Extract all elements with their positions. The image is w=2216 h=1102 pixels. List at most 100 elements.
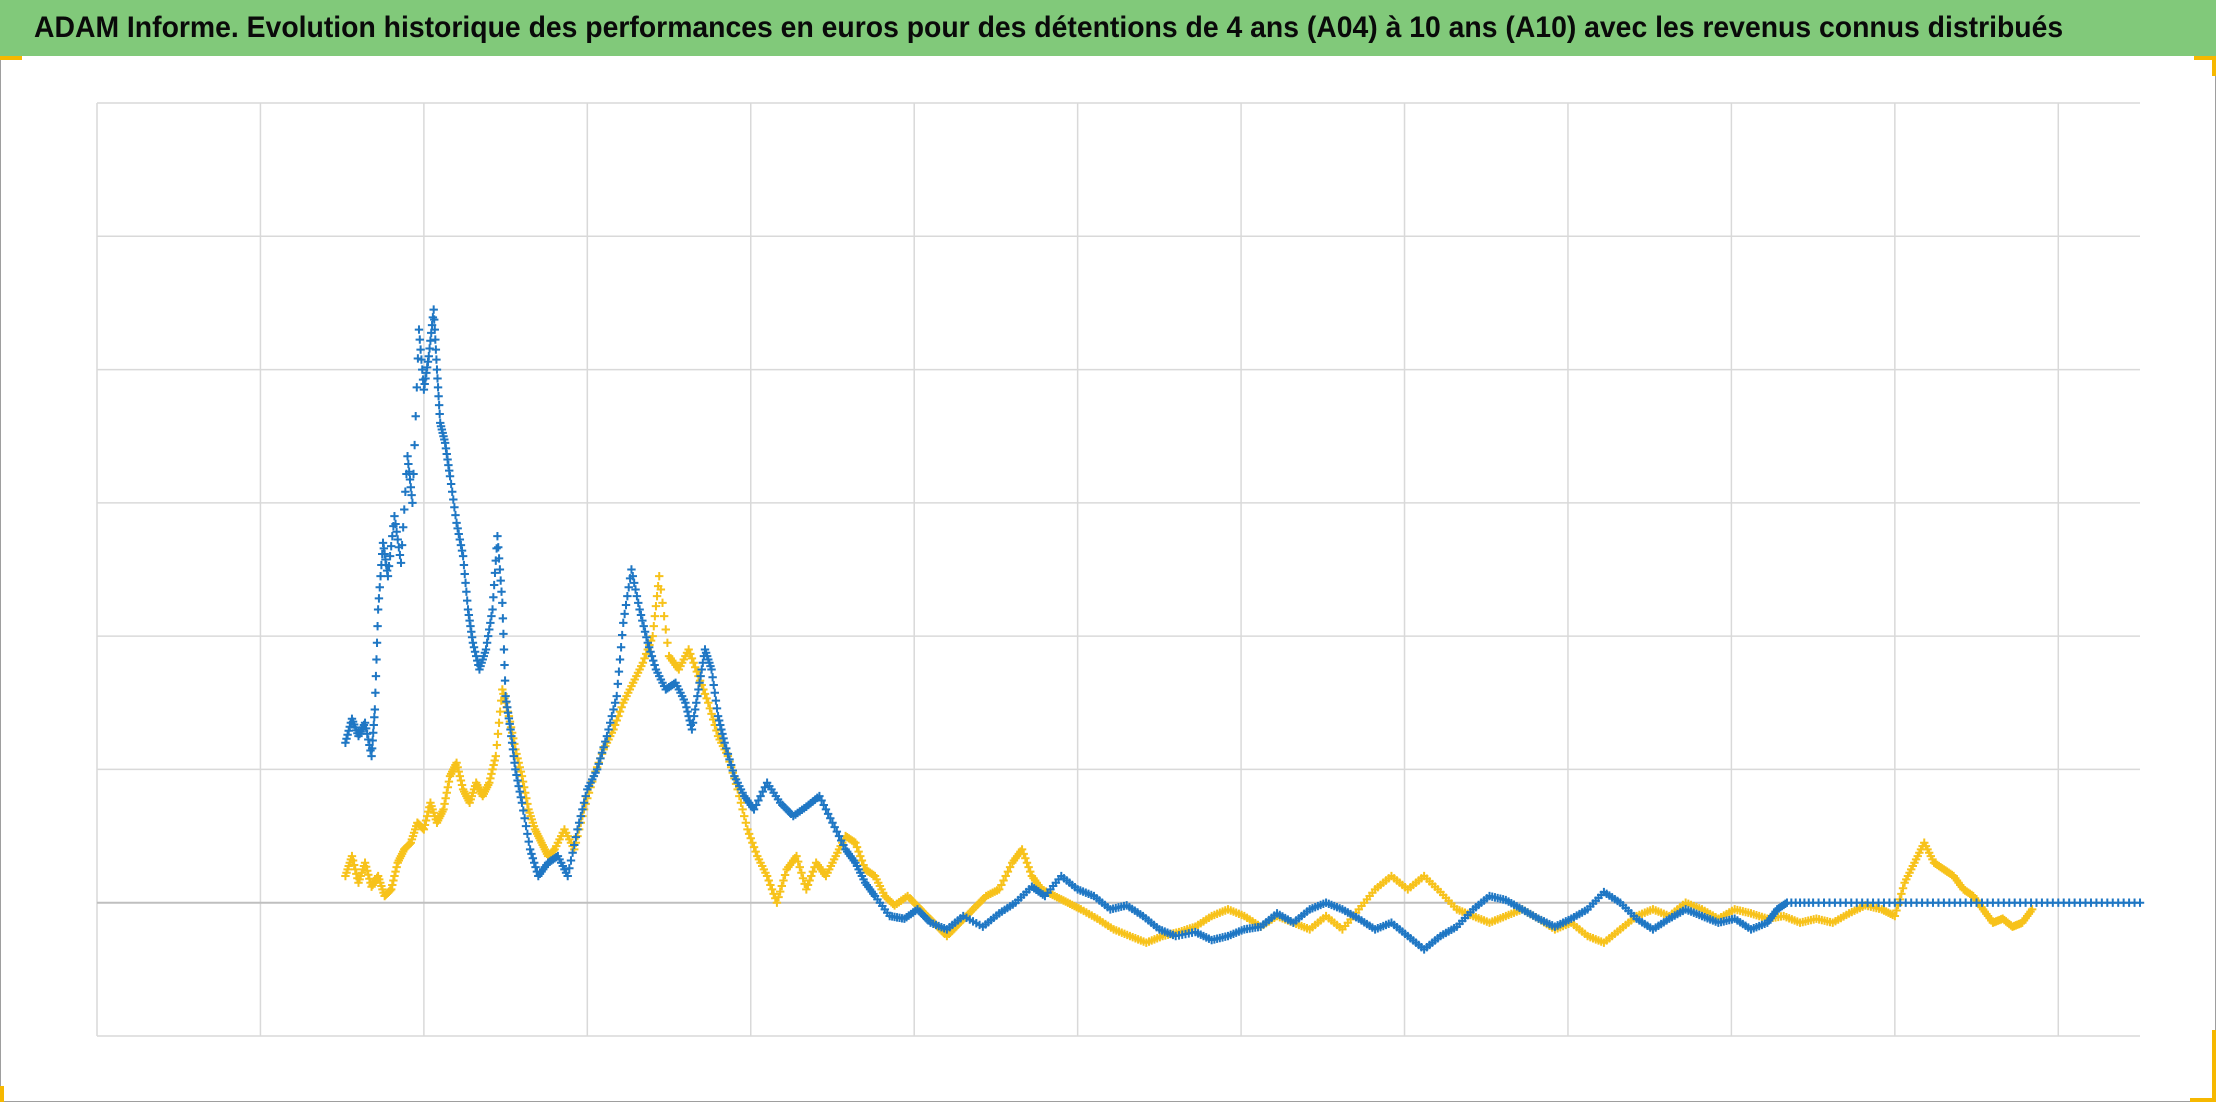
- data-point: [498, 685, 507, 694]
- data-point-interp: [606, 718, 615, 727]
- data-point-interp: [486, 618, 495, 628]
- data-point-interp: [793, 857, 803, 866]
- data-point-interp: [410, 440, 419, 450]
- data-point-interp: [997, 880, 1006, 890]
- data-point-interp: [719, 734, 728, 743]
- data-point-interp: [565, 864, 574, 873]
- data-point-interp: [372, 638, 382, 648]
- data-point: [792, 851, 801, 861]
- data-point-interp: [650, 660, 659, 670]
- data-point-interp: [499, 645, 509, 654]
- data-point: [373, 605, 383, 614]
- data-point-interp: [461, 578, 470, 588]
- data-point-interp: [839, 840, 848, 850]
- data-point-interp: [857, 856, 867, 865]
- data-point-interp: [710, 688, 720, 697]
- data-point-interp: [767, 885, 777, 894]
- data-point-interp: [612, 716, 621, 725]
- data-point-interp: [728, 766, 737, 775]
- chart-title: ADAM Informe. Evolution historique des p…: [34, 11, 2064, 44]
- data-point-interp: [803, 880, 813, 890]
- data-point-interp: [751, 847, 760, 856]
- data-point-interp: [515, 763, 524, 772]
- data-point-interp: [367, 744, 377, 753]
- data-point-interp: [522, 794, 531, 803]
- data-point-interp: [690, 663, 700, 672]
- data-point-interp: [454, 767, 463, 776]
- data-point-interp: [385, 551, 395, 561]
- data-point-interp: [628, 571, 638, 581]
- data-point-interp: [420, 820, 430, 830]
- data-point-interp: [636, 610, 646, 620]
- data-point-interp: [797, 868, 806, 877]
- data-point-interp: [599, 743, 608, 752]
- data-point-interp: [623, 591, 632, 601]
- data-point-interp: [744, 829, 754, 839]
- data-point-interp: [1003, 867, 1013, 876]
- data-point: [635, 605, 644, 614]
- data-point-interp: [404, 459, 413, 469]
- data-point-interp: [601, 737, 610, 746]
- data-point-interp: [391, 867, 400, 876]
- data-point: [592, 765, 602, 774]
- data-point-interp: [528, 854, 538, 863]
- data-point-interp: [370, 713, 379, 722]
- data-point-interp: [769, 889, 778, 899]
- data-point-interp: [352, 869, 361, 879]
- data-point-interp: [364, 735, 373, 744]
- data-point-interp: [832, 827, 842, 836]
- data-point-interp: [425, 344, 434, 353]
- data-point-interp: [351, 865, 360, 874]
- data-point-interp: [446, 479, 456, 489]
- data-point: [498, 598, 507, 608]
- data-point-interp: [498, 614, 508, 623]
- data-point-interp: [427, 320, 437, 330]
- data-point-interp: [581, 791, 590, 801]
- data-point: [1890, 911, 1900, 921]
- data-point-interp: [610, 720, 620, 730]
- data-point-interp: [495, 565, 505, 574]
- frame-corner-top-left: [0, 56, 22, 60]
- data-point-interp: [823, 809, 833, 819]
- data-point-interp: [450, 503, 459, 512]
- data-point-interp: [651, 601, 661, 611]
- data-point-interp: [644, 643, 654, 652]
- data-point-interp: [417, 355, 426, 364]
- data-point-interp: [457, 780, 467, 790]
- data-point-interp: [400, 505, 409, 514]
- data-point-interp: [748, 838, 757, 847]
- data-point-interp: [371, 671, 381, 681]
- data-point-interp: [453, 763, 462, 772]
- data-point-interp: [709, 680, 718, 690]
- data-point-interp: [777, 881, 787, 891]
- data-point-interp: [519, 783, 529, 792]
- series-yellow: [341, 571, 2037, 947]
- data-point-interp: [496, 576, 505, 585]
- data-point: [396, 558, 406, 568]
- data-point-interp: [1892, 906, 1901, 915]
- data-point-interp: [388, 531, 397, 541]
- data-point-interp: [807, 871, 816, 881]
- data-point: [602, 731, 612, 741]
- data-point: [525, 845, 535, 854]
- data-point: [481, 645, 491, 654]
- frame-corner-bottom-right-horizontal: [2190, 1098, 2216, 1102]
- data-point: [563, 871, 572, 881]
- data-point-interp: [493, 729, 503, 739]
- data-point-interp: [490, 568, 500, 578]
- data-point-interp: [708, 673, 717, 682]
- data-point-interp: [499, 629, 508, 639]
- data-point-interp: [683, 707, 692, 716]
- data-point-interp: [621, 600, 631, 610]
- data-point-interp: [373, 621, 382, 631]
- data-point: [994, 885, 1004, 894]
- data-point-interp: [489, 760, 498, 770]
- data-point-interp: [852, 842, 862, 852]
- data-point-interp: [718, 729, 727, 739]
- data-point: [458, 551, 468, 561]
- data-point-interp: [641, 649, 651, 659]
- data-point-interp: [342, 734, 351, 743]
- data-point-interp: [384, 561, 394, 571]
- data-point-interp: [424, 807, 433, 816]
- data-point-interp: [451, 510, 460, 520]
